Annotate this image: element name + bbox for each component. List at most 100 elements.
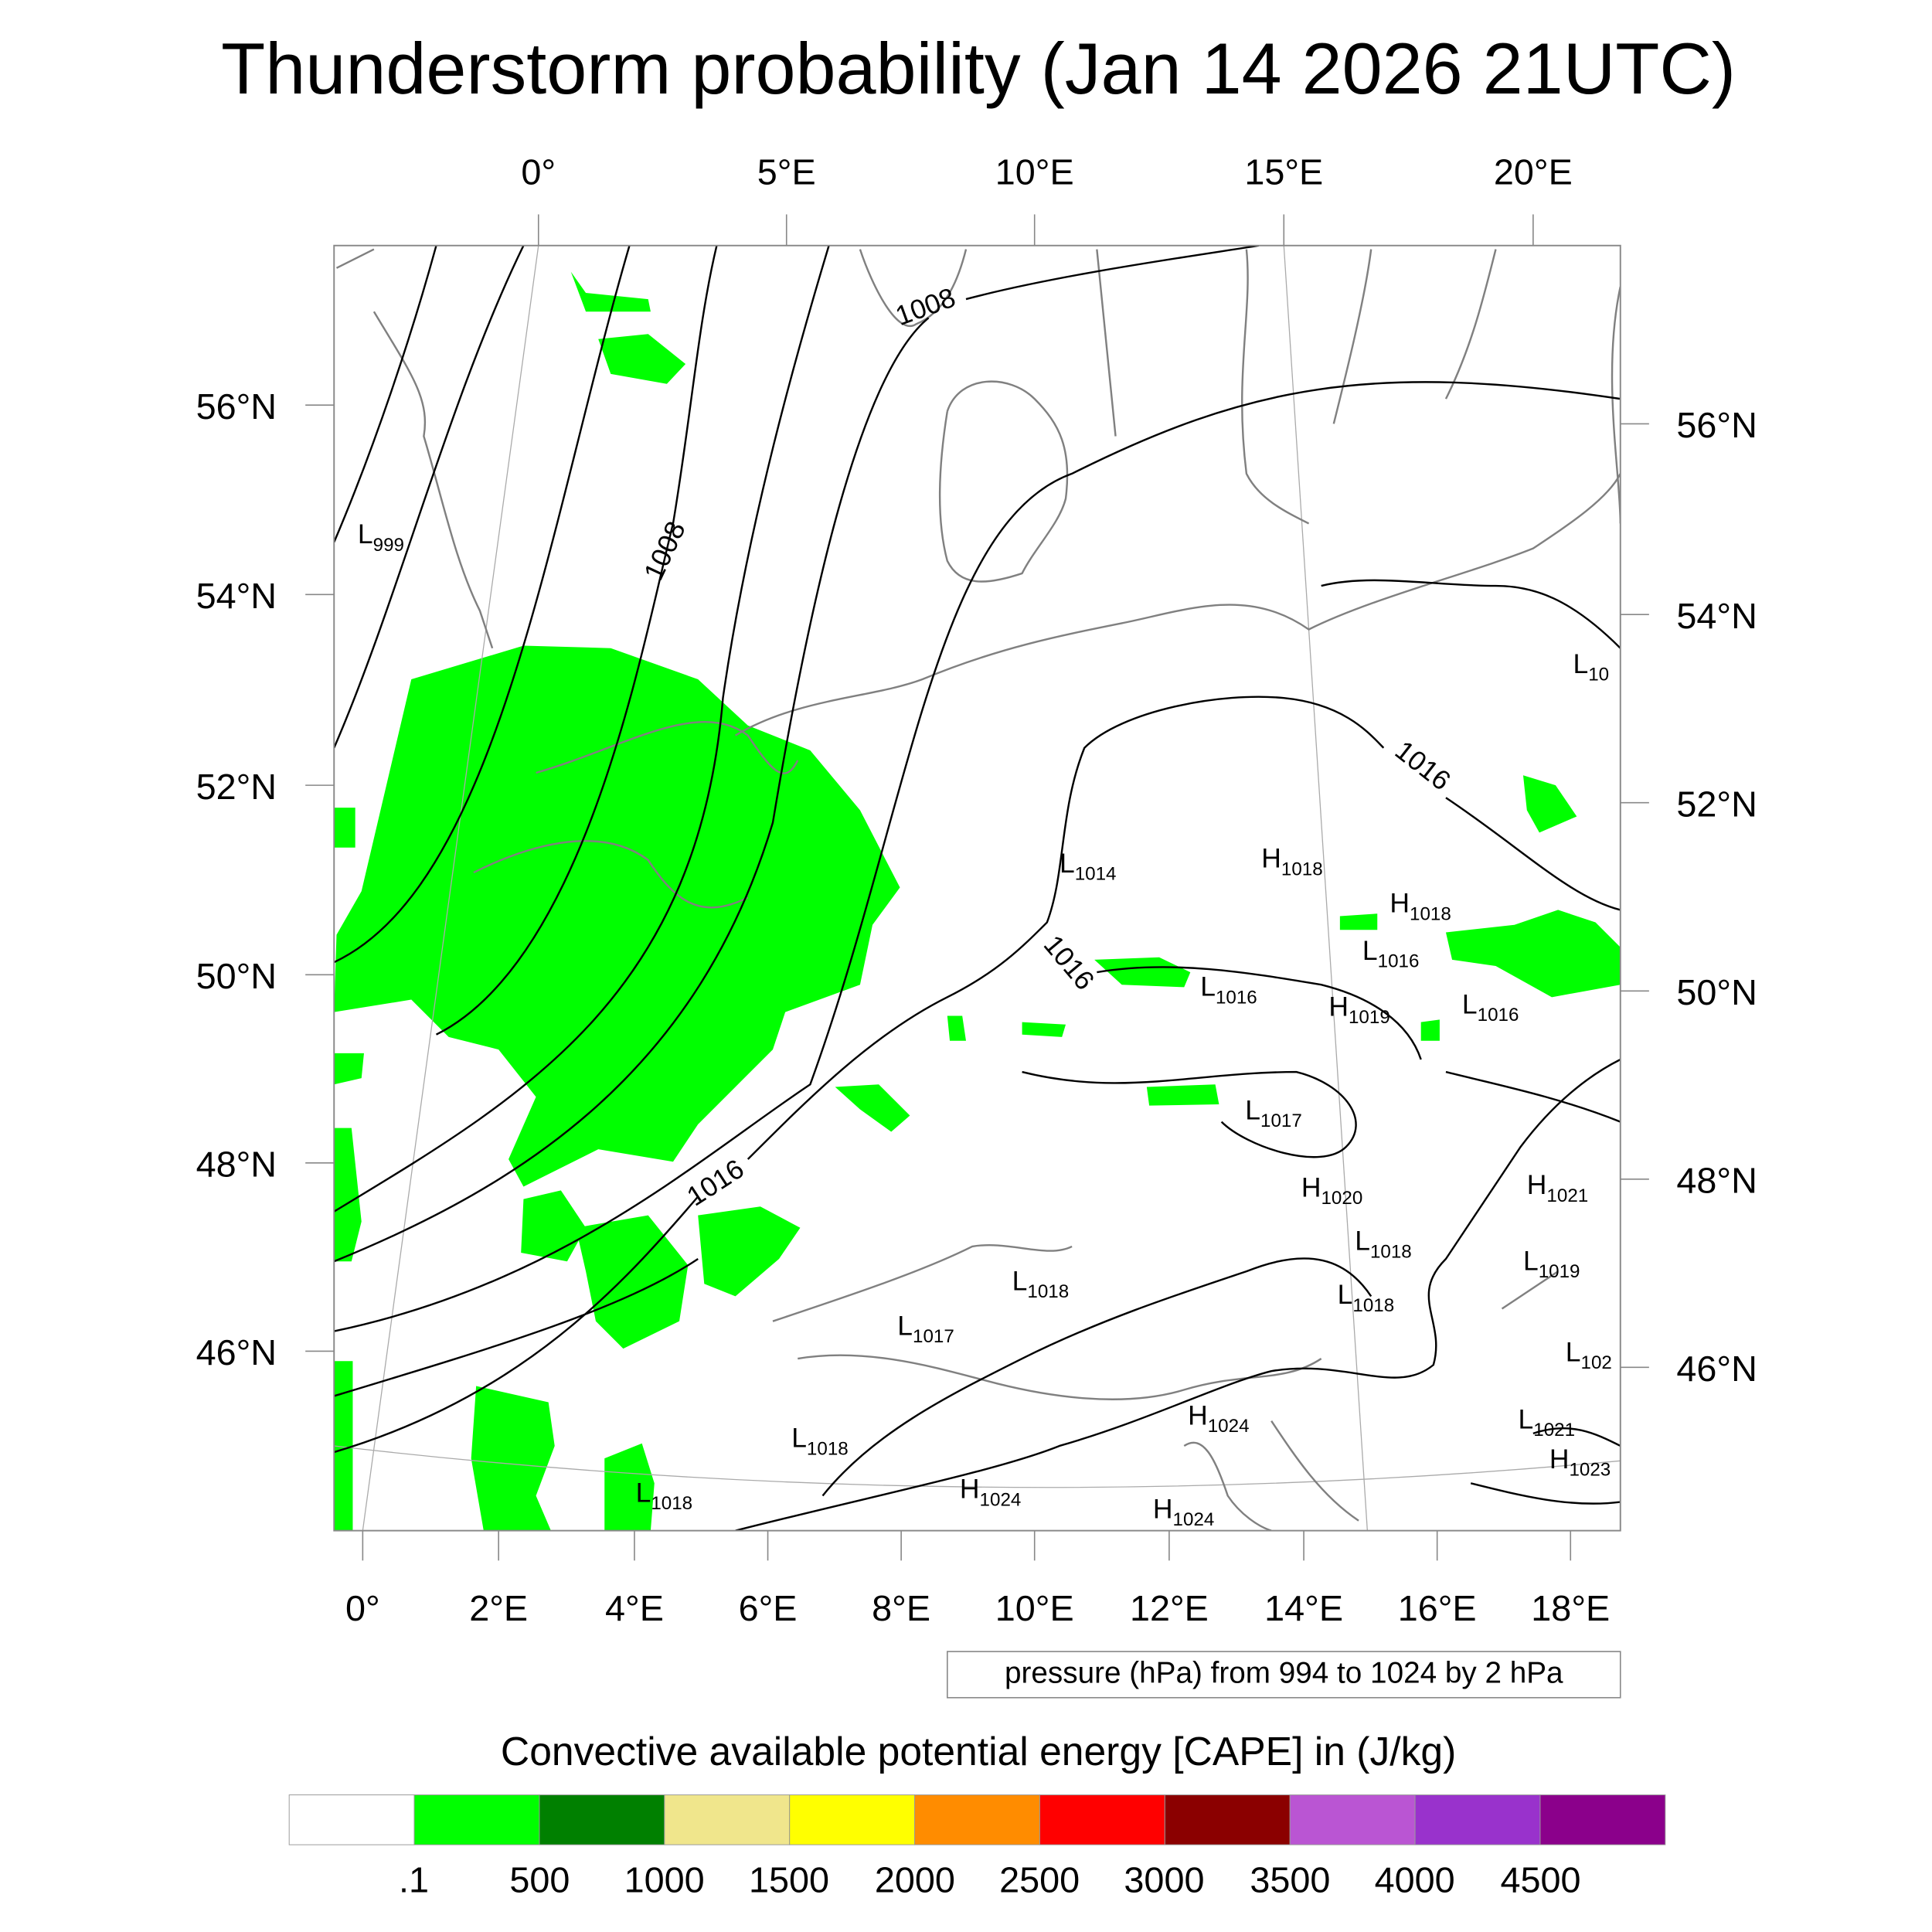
colorbar-label: 4000 <box>1375 1859 1455 1900</box>
pressure-center: L1016 <box>1462 988 1519 1026</box>
cape-region <box>1339 913 1378 930</box>
pressure-center: L1018 <box>636 1478 693 1515</box>
pressure-center: H1020 <box>1301 1172 1362 1209</box>
right-lat-ticks: 56°N 54°N 52°N 50°N 48°N 46°N <box>1620 405 1757 1389</box>
colorbar-label: 1000 <box>624 1859 705 1900</box>
colorbar-box <box>413 1794 540 1845</box>
colorbar-box <box>664 1794 791 1845</box>
tick-label: 4°E <box>605 1588 664 1628</box>
colorbar-box <box>288 1794 415 1845</box>
cape-region <box>570 271 651 312</box>
left-lat-ticks: 56°N 54°N 52°N 50°N 48°N 46°N <box>196 386 335 1372</box>
colorbar-label: 2500 <box>999 1859 1080 1900</box>
pressure-center: L10 <box>1573 648 1609 685</box>
tick-label: 46°N <box>1676 1349 1757 1389</box>
cape-region <box>334 1053 364 1085</box>
colorbar-box <box>789 1794 916 1845</box>
colorbar-box <box>539 1794 665 1845</box>
pressure-center: H1018 <box>1261 843 1322 880</box>
colorbar <box>288 1794 1666 1845</box>
pressure-center: L1014 <box>1060 848 1117 885</box>
tick-label: 48°N <box>196 1145 277 1185</box>
pressure-center: L1017 <box>1245 1094 1302 1131</box>
pressure-center: L1021 <box>1519 1403 1576 1440</box>
pressure-center: L1016 <box>1362 935 1420 972</box>
tick-label: 52°N <box>1676 784 1757 824</box>
contour-info-box: pressure (hPa) from 994 to 1024 by 2 hPa <box>947 1651 1621 1699</box>
tick-label: 46°N <box>196 1332 277 1372</box>
colorbar-labels: .1 500 1000 1500 2000 2500 3000 3500 400… <box>399 1859 1581 1900</box>
colorbar-label: 500 <box>509 1859 570 1900</box>
chart-title: Thunderstorm probability (Jan 14 2026 21… <box>221 28 1736 109</box>
tick-label: 6°E <box>739 1588 798 1628</box>
tick-label: 48°N <box>1676 1161 1757 1201</box>
cape-region <box>1146 1084 1219 1106</box>
pressure-center: H1018 <box>1389 888 1451 925</box>
isobars <box>334 245 1621 1531</box>
cape-region <box>334 1128 362 1262</box>
cape-region <box>604 1443 655 1531</box>
tick-label: 16°E <box>1398 1588 1477 1628</box>
top-lon-ticks: 0° 5°E 10°E 15°E 20°E <box>521 152 1573 246</box>
colorbar-label: 1500 <box>749 1859 829 1900</box>
cape-region <box>334 808 355 848</box>
tick-label: 52°N <box>196 767 277 807</box>
pressure-center: L1019 <box>1523 1246 1580 1283</box>
cape-region <box>835 1084 910 1132</box>
cape-region <box>698 1206 801 1297</box>
tick-label: 12°E <box>1130 1588 1209 1628</box>
tick-label: 15°E <box>1244 152 1323 192</box>
tick-label: 10°E <box>995 1588 1074 1628</box>
tick-label: 56°N <box>1676 405 1757 445</box>
pressure-center: H1021 <box>1527 1169 1588 1206</box>
pressure-center: L1016 <box>1200 971 1257 1009</box>
colorbar-label: 3500 <box>1250 1859 1330 1900</box>
tick-label: 18°E <box>1531 1588 1610 1628</box>
pressure-center: H1024 <box>1153 1494 1214 1531</box>
cape-region <box>1420 1019 1440 1041</box>
tick-label: 54°N <box>196 576 277 616</box>
colorbar-label: 2000 <box>875 1859 955 1900</box>
colorbar-box <box>1039 1794 1165 1845</box>
pressure-center: H1023 <box>1549 1444 1611 1481</box>
colorbar-box <box>1164 1794 1291 1845</box>
cape-region <box>471 1386 555 1531</box>
cape-region <box>576 1215 689 1349</box>
map-frame <box>333 244 1621 1532</box>
tick-label: 14°E <box>1264 1588 1343 1628</box>
tick-label: 10°E <box>995 152 1074 192</box>
tick-label: 50°N <box>196 956 277 996</box>
pressure-center: L1017 <box>897 1310 954 1347</box>
pressure-center: H1019 <box>1328 992 1389 1029</box>
pressure-center: L1018 <box>1012 1265 1070 1302</box>
colorbar-box <box>1289 1794 1416 1845</box>
contour-info-text: pressure (hPa) from 994 to 1024 by 2 hPa <box>1005 1656 1563 1689</box>
cape-region <box>598 334 686 384</box>
cape-region <box>947 1015 966 1041</box>
pressure-center: L1018 <box>1355 1226 1412 1263</box>
pressure-center: L999 <box>358 519 404 556</box>
tick-label: 5°E <box>757 152 816 192</box>
tick-label: 50°N <box>1676 972 1757 1012</box>
pressure-center: H1024 <box>960 1474 1021 1511</box>
tick-label: 56°N <box>196 386 277 427</box>
colorbar-box <box>1539 1794 1666 1845</box>
colorbar-label: 4500 <box>1501 1859 1581 1900</box>
cape-region <box>1022 1022 1066 1037</box>
tick-label: 2°E <box>469 1588 528 1628</box>
coastlines <box>335 248 1621 1531</box>
pressure-center: L1018 <box>791 1423 849 1460</box>
tick-label: 20°E <box>1494 152 1573 192</box>
map-area: 1008 1008 1016 1016 1016 L999 L10 L1014 … <box>333 244 1621 1532</box>
tick-label: 54°N <box>1676 596 1757 636</box>
colorbar-title: Convective available potential energy [C… <box>501 1729 1456 1774</box>
colorbar-box <box>914 1794 1040 1845</box>
tick-label: 8°E <box>872 1588 930 1628</box>
cape-region <box>1094 957 1191 988</box>
colorbar-box <box>1414 1794 1541 1845</box>
tick-label: 0° <box>345 1588 380 1628</box>
pressure-center: H1024 <box>1188 1400 1249 1437</box>
cape-region <box>334 1361 353 1531</box>
colorbar-label: 3000 <box>1124 1859 1204 1900</box>
